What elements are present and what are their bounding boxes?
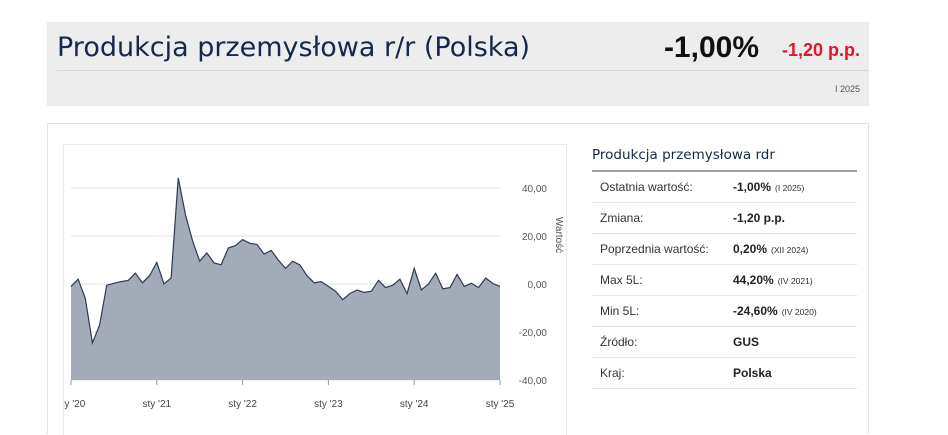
stat-value-text: -1,20 p.p. xyxy=(733,211,786,225)
x-tick-label: sty '24 xyxy=(400,399,429,410)
stat-value: 0,20% (XII 2024) xyxy=(733,242,808,256)
stats-title: Produkcja przemysłowa rdr xyxy=(592,144,857,172)
period-label: I 2025 xyxy=(834,84,860,94)
stat-label: Zmiana: xyxy=(600,211,644,225)
stat-value: Polska xyxy=(733,366,772,380)
stat-label: Ostatnia wartość: xyxy=(600,180,693,194)
stat-value-text: 0,20% xyxy=(733,242,768,256)
series-area xyxy=(71,177,500,380)
y-tick-label: 20,00 xyxy=(522,232,547,243)
x-tick-label: sty '25 xyxy=(486,399,515,410)
y-tick-label: 0,00 xyxy=(528,280,548,291)
stat-value: -1,20 p.p. xyxy=(733,211,785,225)
header-divider xyxy=(57,70,869,71)
y-tick-label: 40,00 xyxy=(522,184,547,195)
x-tick-label: sty '22 xyxy=(228,399,257,410)
area-chart: 40,00 20,00 0,00 -20,00 -40,00 sty '20 sty '2… xyxy=(64,177,564,410)
change-value: -1,20 p.p. xyxy=(781,40,860,60)
stats-table: Produkcja przemysłowa rdr Ostatnia warto… xyxy=(592,144,857,389)
stat-row-min-5y: Min 5L: -24,60% (IV 2020) xyxy=(592,296,857,327)
stat-label: Min 5L: xyxy=(600,304,640,318)
x-tick-label: sty '20 xyxy=(64,399,86,410)
stat-row-source: Źródło: GUS xyxy=(592,327,857,358)
stat-value: -1,00% (I 2025) xyxy=(733,180,804,194)
stat-value-text: Polska xyxy=(733,366,772,380)
y-axis-title: Wartość xyxy=(553,217,564,253)
stat-label: Źródło: xyxy=(600,335,638,349)
indicator-header: Produkcja przemysłowa r/r (Polska) -1,00… xyxy=(47,22,869,106)
stat-label: Max 5L: xyxy=(600,273,643,287)
series-line xyxy=(70,177,501,346)
stat-value-text: 44,20% xyxy=(733,273,774,287)
stat-value: 44,20% (IV 2021) xyxy=(733,273,813,287)
stat-value-text: GUS xyxy=(733,335,760,349)
stat-value-text: -1,00% xyxy=(733,180,772,194)
x-tick-label: sty '21 xyxy=(143,399,172,410)
y-tick-label: -20,00 xyxy=(519,328,548,339)
stat-row-country: Kraj: Polska xyxy=(592,358,857,389)
stat-value: -24,60% (IV 2020) xyxy=(733,304,817,318)
stat-row-previous-value: Poprzednia wartość: 0,20% (XII 2024) xyxy=(592,234,857,265)
stat-value: GUS xyxy=(733,335,759,349)
stat-label: Kraj: xyxy=(600,366,625,380)
stat-row-change: Zmiana: -1,20 p.p. xyxy=(592,203,857,234)
stat-label: Poprzednia wartość: xyxy=(600,242,709,256)
stat-value-text: -24,60% xyxy=(733,304,778,318)
latest-value: -1,00% xyxy=(663,31,759,64)
y-tick-label: -40,00 xyxy=(519,376,548,387)
stat-row-max-5y: Max 5L: 44,20% (IV 2021) xyxy=(592,265,857,296)
stat-note: (XII 2024) xyxy=(771,245,809,255)
chart-container: 40,00 20,00 0,00 -20,00 -40,00 sty '20 sty '2… xyxy=(63,144,567,435)
x-tick-label: sty '23 xyxy=(314,399,343,410)
stat-row-last-value: Ostatnia wartość: -1,00% (I 2025) xyxy=(592,172,857,203)
stat-note: (IV 2020) xyxy=(781,307,817,317)
content-panel: 40,00 20,00 0,00 -20,00 -40,00 sty '20 sty '2… xyxy=(47,123,869,435)
page-title: Produkcja przemysłowa r/r (Polska) xyxy=(57,32,531,63)
stat-note: (IV 2021) xyxy=(777,276,813,286)
stat-note: (I 2025) xyxy=(775,183,805,193)
